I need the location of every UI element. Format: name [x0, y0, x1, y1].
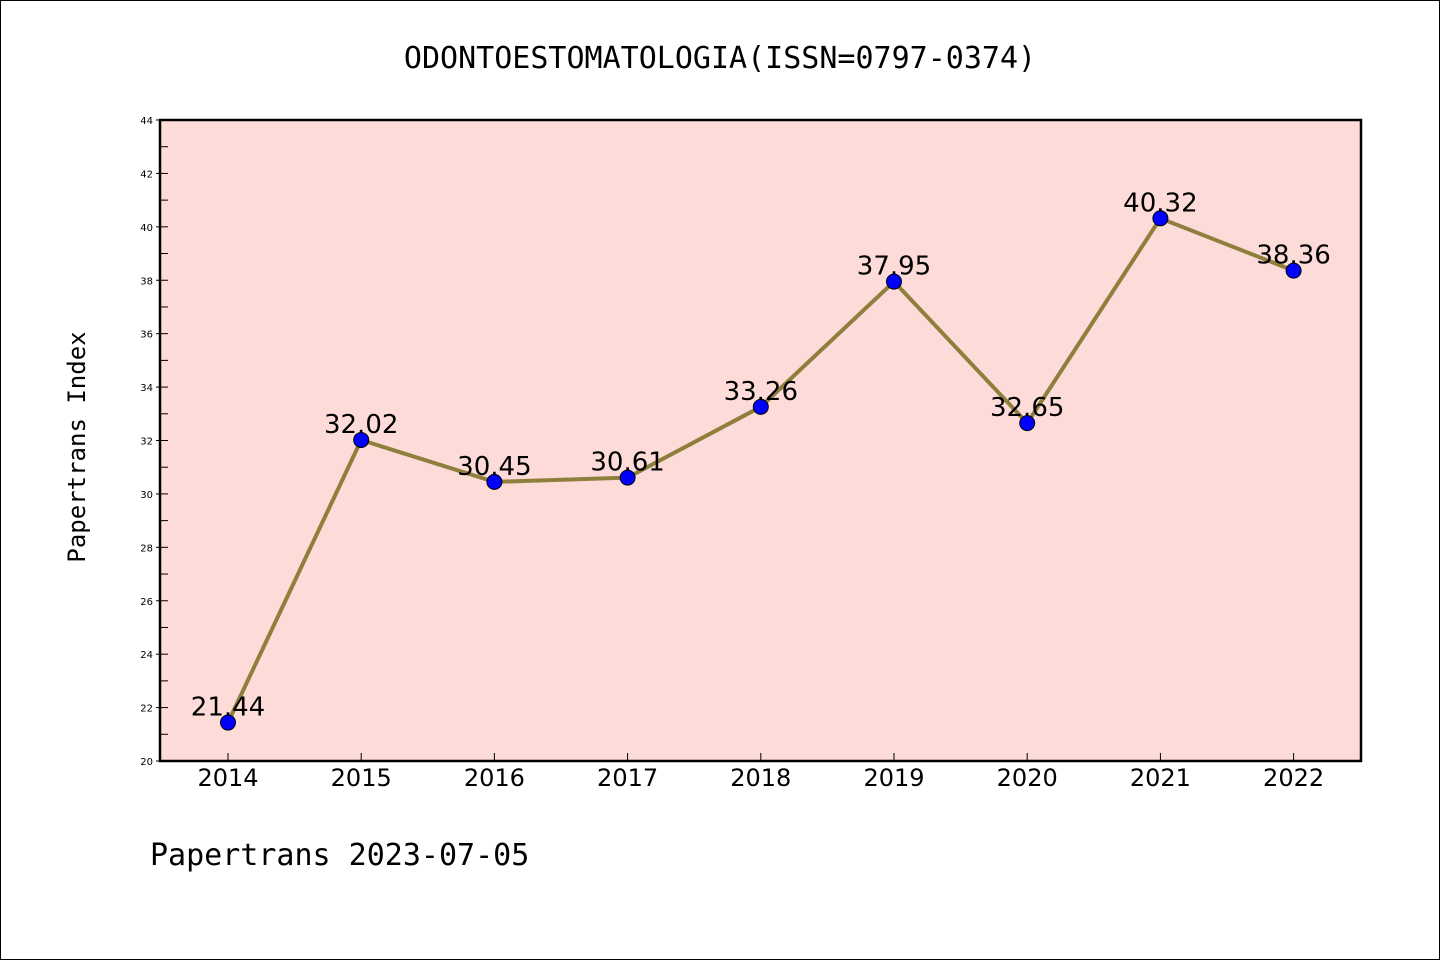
x-tick-label: 2021: [1130, 764, 1191, 792]
x-tick-label: 2018: [730, 764, 791, 792]
footer-credit: Papertrans 2023-07-05: [150, 838, 529, 873]
y-tick-label: 42: [140, 169, 153, 180]
data-point: [619, 469, 636, 486]
y-tick-label: 34: [140, 383, 153, 394]
y-tick-label: 30: [140, 490, 153, 501]
data-label: 30.61: [590, 448, 664, 478]
x-axis: 2014 2015 2016 2017 2018 2019 2020 2021 2022: [197, 753, 1324, 792]
x-tick-label: 2017: [597, 764, 658, 792]
x-tick-label: 2016: [464, 764, 525, 792]
data-label: 40.32: [1123, 188, 1197, 218]
data-point: [1152, 210, 1169, 227]
data-label: 37.95: [857, 252, 931, 282]
data-point: [486, 473, 503, 490]
x-tick-label: 2019: [863, 764, 924, 792]
data-label: 30.45: [457, 452, 531, 482]
y-tick-label: 28: [140, 543, 153, 554]
data-point: [752, 398, 769, 415]
y-tick-label: 40: [140, 223, 153, 234]
y-tick-label: 26: [140, 597, 153, 608]
y-tick-label: 32: [140, 437, 153, 448]
y-tick-label: 24: [140, 650, 153, 661]
data-point: [220, 714, 236, 731]
data-point: [353, 431, 370, 448]
x-tick-label: 2015: [331, 764, 392, 792]
x-tick-label: 2020: [997, 764, 1058, 792]
data-label: 32.02: [324, 410, 398, 440]
x-tick-label: 2022: [1263, 764, 1324, 792]
y-tick-label: 20: [140, 757, 153, 768]
y-tick-label: 44: [140, 116, 153, 127]
data-labels: 21.44 32.02 30.45 30.61 33.26 37.95 32.65 40.32…: [191, 188, 1331, 722]
data-label: 33.26: [724, 377, 798, 407]
y-axis-label: Papertrans Index: [63, 331, 91, 562]
data-label: 21.44: [191, 693, 265, 723]
series-markers: [220, 210, 1302, 731]
data-point: [1285, 262, 1302, 279]
y-tick-label: 36: [140, 330, 153, 341]
y-tick-label: 38: [140, 276, 153, 287]
y-tick-label: 22: [140, 704, 153, 715]
y-axis: 20 22 24 26 28 30 32 34 36 38 40 42 44: [140, 116, 168, 768]
data-point: [886, 273, 902, 290]
data-point: [1019, 415, 1036, 432]
chart-title: ODONTOESTOMATOLOGIA(ISSN=0797-0374): [404, 41, 1036, 76]
data-label: 38.36: [1256, 241, 1330, 271]
x-tick-label: 2014: [197, 764, 258, 792]
data-label: 32.65: [990, 393, 1064, 423]
